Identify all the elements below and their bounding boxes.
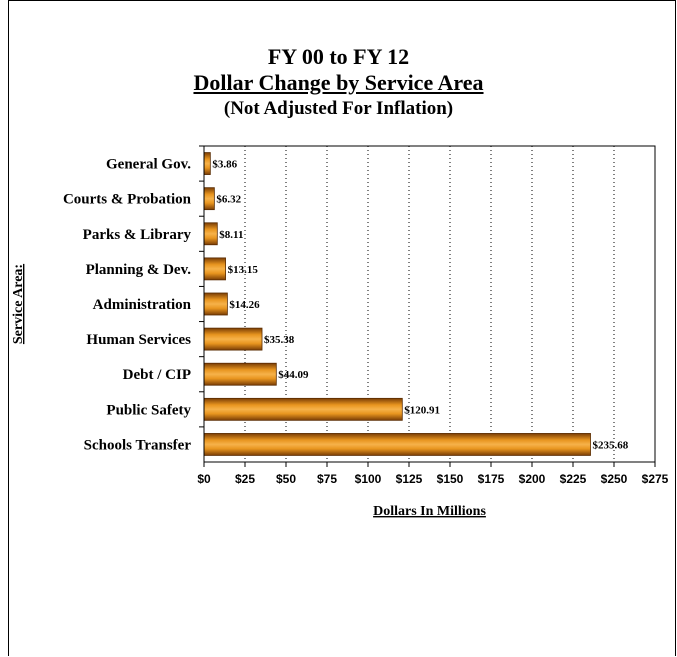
x-axis-label: Dollars In Millions [373,504,486,519]
y-axis-label: Service Area: [11,264,26,344]
category-label: Schools Transfer [84,437,192,453]
bar [203,362,277,386]
category-label: Parks & Library [83,227,192,243]
data-label: $8.11 [219,229,243,241]
bar [203,187,215,211]
x-tick-label: $0 [197,472,211,486]
chart-subtitle: Dollar Change by Service Area [193,70,484,95]
category-label: Public Safety [106,402,191,418]
plot-area [203,145,656,463]
category-label: Debt / CIP [123,367,191,383]
data-label: $35.38 [264,334,295,346]
chart-frame [8,0,676,656]
data-label: $120.91 [404,404,440,416]
x-tick-label: $250 [601,472,628,486]
bar [203,222,218,246]
x-tick-label: $125 [396,472,423,486]
data-label: $6.32 [216,194,241,206]
data-label: $13.15 [228,264,259,276]
chart-title: FY 00 to FY 12 [267,44,410,69]
category-label: Planning & Dev. [86,262,192,278]
x-tick-label: $150 [437,472,464,486]
data-label: $235.68 [593,439,629,451]
x-tick-label: $175 [478,472,505,486]
x-tick-label: $75 [317,472,337,486]
bar [203,292,228,316]
data-label: $14.26 [229,299,260,311]
bar [203,327,263,351]
bar [203,257,226,281]
bar [203,433,591,456]
x-tick-label: $200 [519,472,546,486]
chart-note: (Not Adjusted For Inflation) [223,98,454,119]
category-label: Administration [93,297,192,313]
data-label: $44.09 [278,369,309,381]
bar [203,397,403,421]
category-label: Courts & Probation [63,192,192,208]
x-tick-label: $25 [235,472,255,486]
x-tick-label: $275 [642,472,669,486]
x-tick-label: $100 [355,472,382,486]
bar [203,152,211,175]
category-label: General Gov. [106,157,191,173]
x-tick-label: $225 [560,472,587,486]
x-tick-label: $50 [276,472,296,486]
data-label: $3.86 [212,159,237,171]
category-label: Human Services [86,332,191,348]
